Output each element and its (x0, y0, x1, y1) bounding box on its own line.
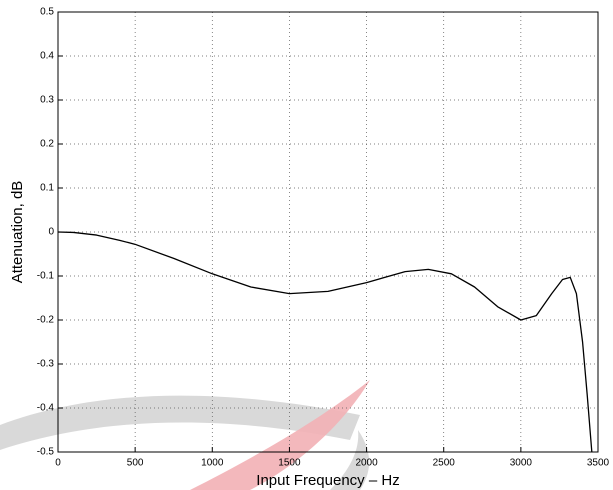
y-tick-label: 0.5 (40, 7, 54, 18)
x-tick-label: 3000 (510, 458, 533, 469)
line (57, 231, 593, 453)
y-tick-label: -0.2 (37, 315, 55, 326)
watermark-gray (0, 395, 360, 450)
x-tick-label: 2000 (355, 458, 378, 469)
y-tick-label: 0.3 (40, 95, 54, 106)
y-tick-label: -0.1 (37, 271, 55, 282)
x-tick-label: 0 (55, 458, 61, 469)
x-axis-title: Input Frequency – Hz (256, 472, 399, 489)
x-tick-label: 3500 (587, 458, 610, 469)
x-tick-label: 1500 (278, 458, 301, 469)
y-tick-label: -0.5 (37, 447, 55, 458)
x-tick-label: 1000 (201, 458, 224, 469)
x-tick-label: 2500 (433, 458, 456, 469)
y-axis-title: Attenuation, dB (9, 181, 26, 284)
y-tick-label: -0.4 (37, 403, 55, 414)
watermark-red (190, 380, 370, 490)
y-tick-label: 0.1 (40, 183, 54, 194)
x-tick-label: 500 (127, 458, 144, 469)
y-tick-label: 0 (48, 227, 54, 238)
y-tick-label: 0.2 (40, 139, 54, 150)
watermark-gray-2 (330, 430, 370, 490)
y-tick-label: 0.4 (40, 51, 54, 62)
y-tick-label: -0.3 (37, 359, 55, 370)
